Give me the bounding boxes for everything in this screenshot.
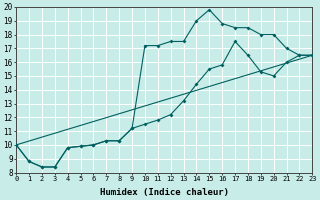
X-axis label: Humidex (Indice chaleur): Humidex (Indice chaleur) — [100, 188, 229, 197]
